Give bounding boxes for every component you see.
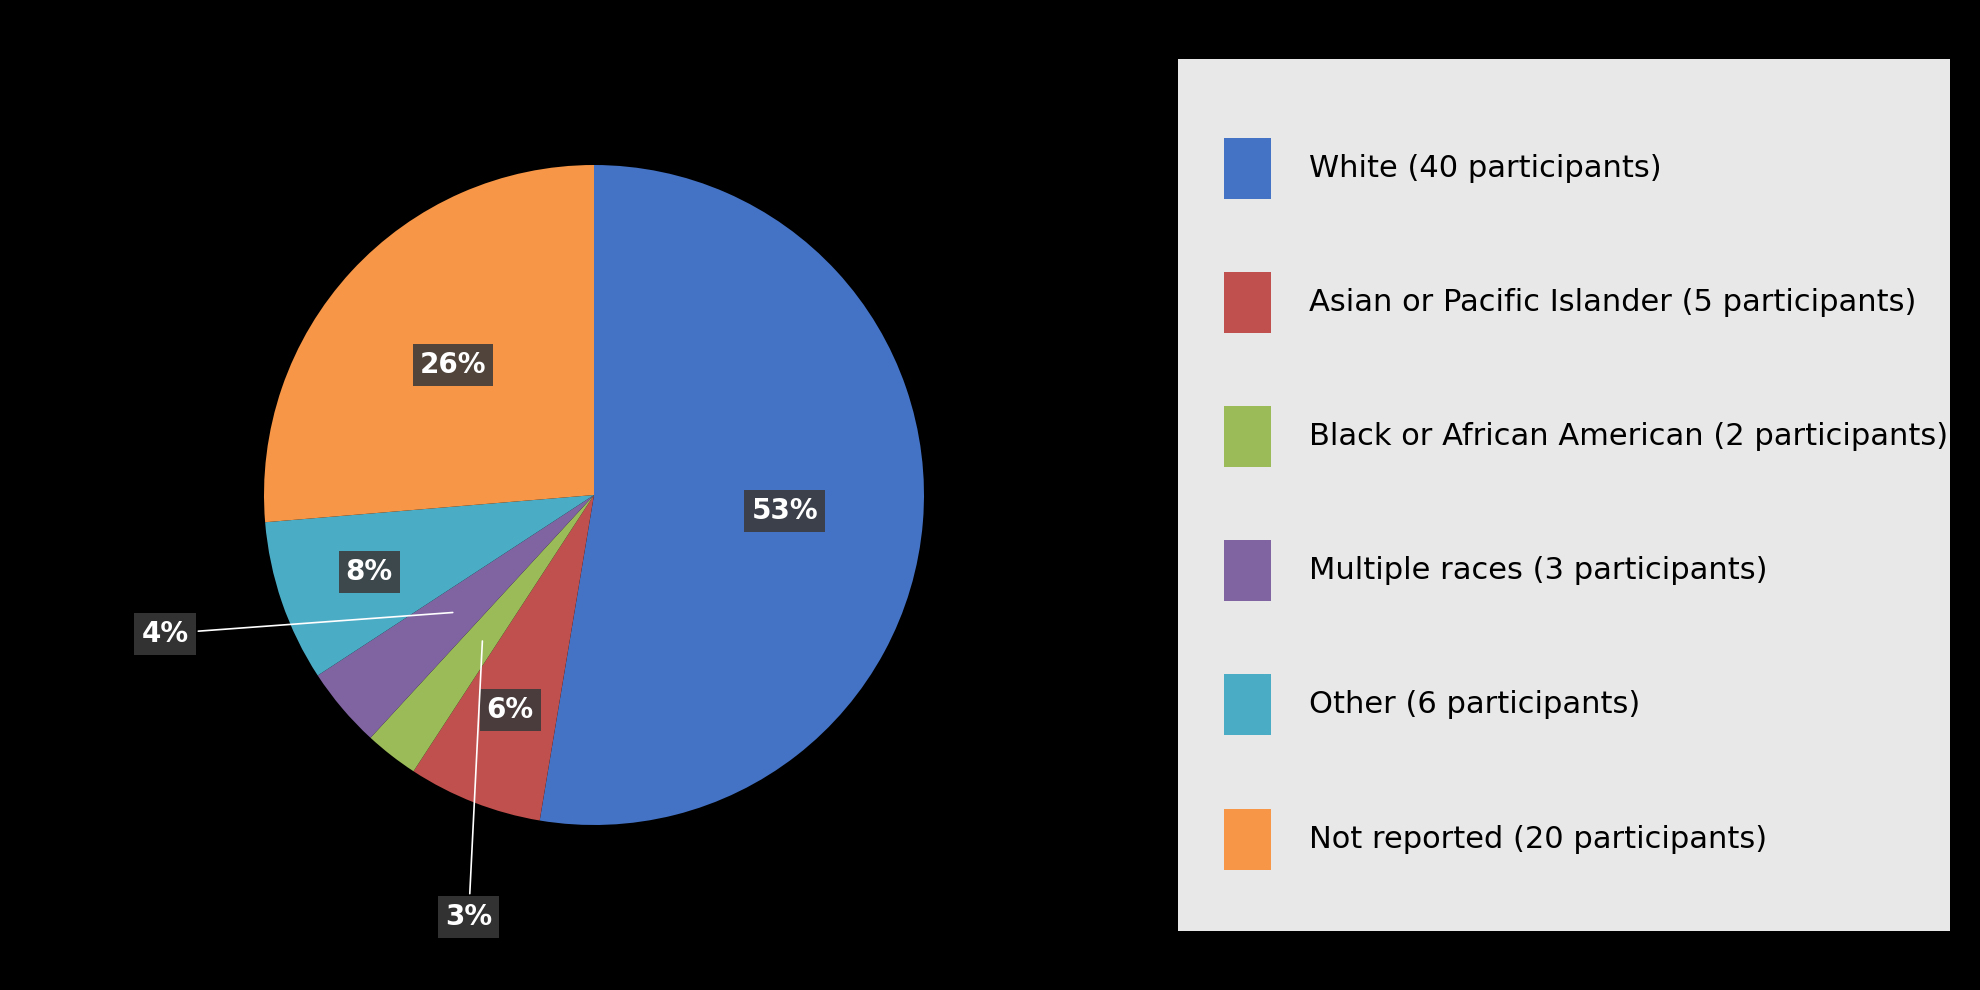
Text: White (40 participants): White (40 participants) — [1309, 153, 1661, 183]
Text: 6%: 6% — [487, 696, 533, 725]
Text: 53%: 53% — [752, 497, 818, 525]
Text: Not reported (20 participants): Not reported (20 participants) — [1309, 825, 1768, 853]
Wedge shape — [370, 495, 594, 771]
FancyBboxPatch shape — [1224, 674, 1271, 736]
FancyBboxPatch shape — [1224, 138, 1271, 199]
Text: 26%: 26% — [420, 351, 487, 379]
Wedge shape — [541, 165, 925, 825]
FancyBboxPatch shape — [1224, 406, 1271, 467]
Wedge shape — [317, 495, 594, 738]
Wedge shape — [265, 495, 594, 675]
Text: Multiple races (3 participants): Multiple races (3 participants) — [1309, 556, 1768, 585]
Text: Other (6 participants): Other (6 participants) — [1309, 690, 1641, 720]
FancyBboxPatch shape — [1224, 541, 1271, 601]
FancyBboxPatch shape — [1224, 809, 1271, 869]
Wedge shape — [263, 165, 594, 523]
Text: Black or African American (2 participants): Black or African American (2 participant… — [1309, 422, 1948, 451]
Text: 3%: 3% — [446, 641, 493, 932]
Text: 8%: 8% — [346, 558, 392, 586]
Text: Asian or Pacific Islander (5 participants): Asian or Pacific Islander (5 participant… — [1309, 288, 1917, 317]
Wedge shape — [414, 495, 594, 821]
FancyBboxPatch shape — [1224, 272, 1271, 333]
Text: 4%: 4% — [141, 613, 453, 647]
